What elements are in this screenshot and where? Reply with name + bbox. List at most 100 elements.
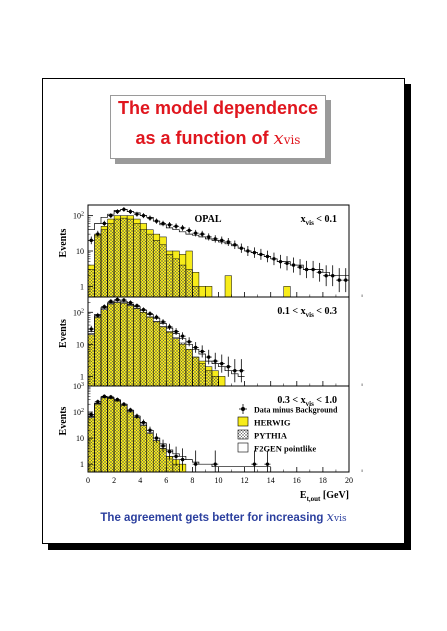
data-point — [109, 299, 113, 304]
data-point — [317, 270, 322, 274]
x-tick-label: 10 — [215, 476, 223, 485]
pythia-bin — [113, 400, 121, 473]
data-point — [213, 359, 217, 363]
pythia-bin — [198, 363, 206, 387]
data-point — [109, 395, 113, 399]
data-point — [272, 257, 276, 261]
data-point — [89, 238, 93, 243]
data-point — [220, 238, 224, 243]
data-point — [128, 300, 133, 305]
data-point — [115, 209, 120, 214]
title-line1: The model dependence — [117, 98, 319, 118]
title-line2-prefix: as a function of — [135, 128, 274, 148]
pythia-bin — [133, 417, 141, 473]
data-point — [115, 397, 120, 402]
data-point — [167, 450, 172, 454]
pythia-bin — [211, 376, 219, 387]
data-point — [265, 462, 270, 466]
data-point — [278, 259, 283, 264]
footer-text: The agreement gets better for increasing — [100, 512, 327, 524]
data-point — [141, 308, 146, 312]
title-line2: as a function of xvis — [111, 128, 325, 149]
data-point — [174, 224, 178, 228]
data-point — [304, 267, 309, 272]
data-point — [141, 420, 146, 425]
legend-entry: F2GEN pointlike — [254, 444, 316, 454]
pythia-bin — [100, 229, 108, 298]
pythia-bin — [133, 307, 141, 387]
data-point — [239, 246, 244, 250]
herwig-bin — [218, 376, 226, 387]
y-tick-label: 1 — [80, 372, 84, 381]
y-tick-label: 10 — [76, 247, 84, 256]
x-tick-label: 6 — [164, 476, 168, 485]
data-point — [102, 221, 107, 226]
y-tick-label: 10 — [76, 434, 84, 443]
data-point — [161, 320, 165, 324]
data-point — [187, 228, 191, 233]
y-tick-label: 102 — [73, 308, 84, 317]
data-point — [298, 265, 302, 269]
herwig-bin — [205, 286, 213, 298]
data-point — [207, 355, 211, 359]
data-point — [174, 454, 178, 459]
pythia-bin — [146, 316, 154, 387]
data-point — [174, 329, 178, 334]
legend-f2gen-swatch — [237, 442, 249, 453]
pythia-bin — [179, 264, 187, 298]
legend-data-marker — [241, 407, 245, 411]
legend-entry: Data minus Background — [254, 406, 338, 415]
pythia-bin — [87, 333, 95, 387]
data-point — [102, 394, 107, 399]
data-point — [200, 349, 204, 354]
data-point — [233, 243, 237, 247]
data-point — [213, 237, 217, 241]
data-point — [141, 213, 146, 218]
data-point — [213, 462, 217, 466]
herwig-bin — [198, 286, 206, 298]
data-point — [193, 462, 198, 466]
pythia-bin — [120, 404, 128, 473]
pythia-bin — [185, 269, 193, 298]
pythia-bin — [139, 229, 147, 298]
data-point — [233, 369, 237, 373]
pythia-bin — [153, 321, 161, 387]
pythia-bin — [94, 316, 102, 387]
pythia-bin — [139, 312, 147, 387]
x-tick-label: 20 — [345, 476, 353, 485]
data-point — [109, 213, 113, 218]
data-point — [252, 250, 257, 255]
pythia-bin — [113, 301, 121, 387]
data-point — [220, 361, 224, 366]
pythia-bin — [100, 397, 108, 473]
title-var: x — [273, 128, 284, 149]
data-point — [252, 462, 257, 466]
pythia-bin — [159, 244, 167, 298]
y-axis-label: Events — [58, 406, 69, 435]
data-point — [128, 408, 133, 412]
panel-range-label: 0.3 < xvis < 1.0 — [277, 395, 337, 408]
pythia-bin — [107, 303, 115, 387]
data-point — [259, 252, 263, 257]
f2gen-histogram — [88, 300, 245, 377]
pythia-bin — [94, 403, 102, 473]
data-point — [180, 226, 185, 230]
data-point — [324, 274, 328, 278]
data-point — [122, 402, 126, 406]
data-point — [200, 232, 204, 236]
legend-entry: HERWIG — [254, 418, 291, 428]
legend-herwig-swatch — [237, 416, 249, 427]
data-point — [291, 263, 296, 267]
x-tick-label: 14 — [267, 476, 275, 485]
data-point — [187, 340, 191, 344]
pythia-bin — [87, 269, 95, 298]
data-point — [122, 207, 126, 212]
data-point — [161, 221, 165, 226]
pythia-bin — [126, 411, 134, 473]
data-point — [180, 334, 185, 338]
data-point — [148, 428, 152, 432]
data-point — [154, 436, 159, 440]
data-point — [122, 298, 126, 302]
data-point — [193, 345, 198, 350]
